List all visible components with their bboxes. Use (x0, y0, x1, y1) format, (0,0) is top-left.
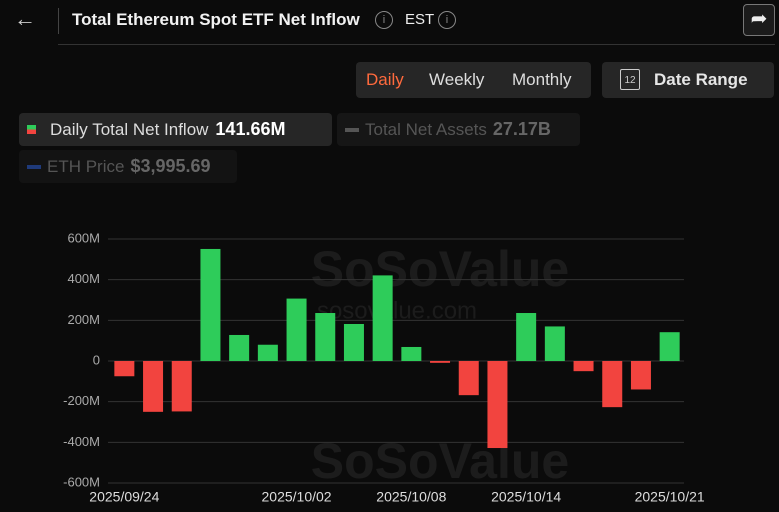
legend-name: ETH Price (47, 156, 125, 176)
bar (516, 313, 537, 361)
title: Total Ethereum Spot ETF Net Inflow (72, 10, 360, 29)
bar (630, 361, 651, 390)
timezone[interactable]: EST (405, 11, 435, 28)
calendar-icon: 12 (620, 69, 640, 90)
bar (315, 313, 336, 361)
y-tick-label: 200M (67, 312, 100, 327)
legend-swatch (27, 125, 36, 134)
legend-item[interactable]: Total Net Assets 27.17B (337, 113, 580, 146)
legend-value: 141.66M (215, 119, 286, 139)
bar (286, 298, 307, 361)
period-tab[interactable]: Daily (366, 70, 404, 89)
legend-swatch (345, 127, 359, 132)
y-tick-label: 400M (67, 271, 100, 286)
info-icon[interactable]: i (375, 11, 393, 29)
bar (257, 344, 278, 361)
bar (458, 361, 479, 396)
legend-value: 27.17B (492, 119, 551, 139)
bar (487, 361, 508, 449)
legend-item[interactable]: ETH Price $3,995.69 (19, 150, 237, 183)
bar (171, 361, 192, 412)
bar (659, 332, 680, 361)
bar (372, 275, 393, 361)
period-tab[interactable]: Monthly (512, 70, 572, 89)
y-tick-label: 600M (67, 230, 100, 245)
y-tick-label: -400M (63, 434, 100, 449)
y-tick-label: 0 (93, 352, 100, 367)
bar (430, 361, 451, 363)
legend-item[interactable]: Daily Total Net Inflow 141.66M (19, 113, 332, 146)
date-range-label: Date Range (654, 70, 748, 89)
date-range-button[interactable] (602, 62, 774, 98)
bar (114, 361, 135, 377)
legend-name: Total Net Assets (365, 119, 487, 139)
legend-swatch (27, 164, 41, 169)
back-button[interactable]: ← (14, 6, 36, 31)
bar (229, 334, 250, 361)
header-separator (58, 8, 59, 34)
legend-value: $3,995.69 (130, 156, 211, 176)
bar (143, 361, 164, 412)
watermark: SoSoValue (311, 433, 569, 489)
bar (573, 361, 594, 372)
period-tab[interactable]: Weekly (429, 70, 485, 89)
x-tick-label: 2025/10/02 (262, 489, 332, 505)
bar (602, 361, 623, 408)
legend-name: Daily Total Net Inflow (50, 119, 209, 139)
y-tick-label: -600M (63, 474, 100, 489)
x-tick-label: 2025/10/08 (376, 489, 446, 505)
bar (544, 326, 565, 361)
share-button[interactable]: ➦ (743, 4, 775, 36)
info-icon[interactable]: i (438, 11, 456, 29)
watermark: SoSoValue (311, 241, 569, 297)
y-tick-label: -200M (63, 393, 100, 408)
bar (200, 248, 221, 361)
bar (401, 346, 422, 361)
bar (343, 323, 364, 361)
header-divider (58, 44, 775, 45)
period-switch (356, 62, 591, 98)
x-tick-label: 2025/10/14 (491, 489, 561, 505)
x-tick-label: 2025/10/21 (635, 489, 705, 505)
x-tick-label: 2025/09/24 (89, 489, 159, 505)
